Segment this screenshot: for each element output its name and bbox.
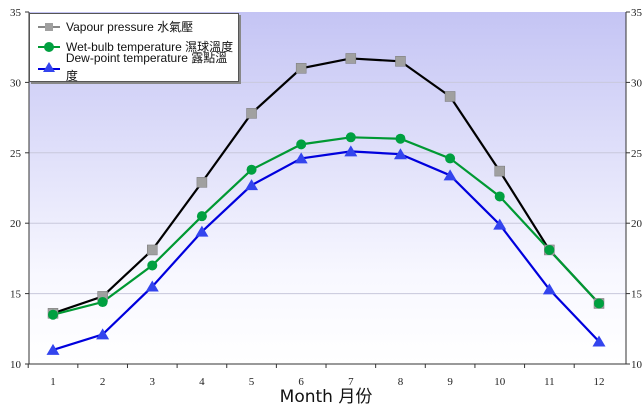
data-point-circle — [97, 297, 108, 308]
y-tick-label-right: 35 — [631, 7, 642, 19]
x-axis-label: Month 月份 — [280, 387, 373, 407]
data-point-cube — [444, 91, 456, 102]
x-tick-label: 10 — [494, 376, 506, 388]
y-tick-label-right: 30 — [631, 77, 642, 89]
x-tick-label: 1 — [50, 376, 56, 388]
data-point-triangle — [493, 218, 507, 230]
data-point-cube — [295, 63, 307, 74]
y-tick-label: 35 — [10, 7, 22, 19]
y-tick-label: 10 — [10, 359, 22, 371]
data-point-triangle — [542, 283, 556, 295]
circle-marker-icon — [38, 42, 60, 52]
legend-label: Vapour pressure 水氣壓 — [66, 20, 194, 34]
legend-item-vapour-pressure: Vapour pressure 水氣壓 — [38, 18, 193, 36]
legend-item-dew-point: Dew-point temperature 露點溫度 — [38, 51, 238, 83]
y-tick-label-right: 15 — [631, 289, 642, 301]
legend: Vapour pressure 水氣壓 Wet-bulb temperature… — [29, 13, 239, 83]
data-point-triangle — [344, 145, 358, 157]
x-tick-label: 6 — [298, 376, 304, 388]
data-point-circle — [445, 153, 456, 164]
data-point-triangle — [46, 343, 60, 355]
series-line-0 — [52, 57, 600, 315]
y-tick-label-right: 25 — [631, 148, 642, 160]
data-point-triangle — [294, 152, 308, 164]
data-point-circle — [345, 132, 356, 143]
data-point-triangle — [96, 328, 110, 340]
legend-item-wet-bulb: Wet-bulb temperature 濕球溫度 — [38, 38, 233, 56]
y-tick-label: 20 — [10, 218, 22, 230]
data-point-cube — [494, 165, 505, 177]
data-point-triangle — [145, 280, 159, 292]
x-tick-label: 11 — [544, 376, 555, 388]
y-tick-label: 25 — [10, 148, 22, 160]
x-tick-label: 12 — [594, 376, 605, 388]
data-point-cube — [395, 56, 406, 67]
data-point-circle — [494, 191, 505, 202]
data-point-circle — [544, 244, 555, 255]
data-point-triangle — [245, 179, 259, 191]
data-point-triangle — [592, 335, 606, 347]
x-tick-label: 2 — [100, 376, 106, 388]
data-point-circle — [395, 133, 406, 144]
data-point-circle — [147, 260, 158, 271]
data-point-cube — [345, 53, 357, 64]
data-point-triangle — [443, 169, 457, 181]
series-line-2 — [52, 150, 600, 351]
data-point-triangle — [195, 225, 209, 237]
x-tick-label: 3 — [150, 376, 156, 388]
x-tick-label: 5 — [249, 376, 255, 388]
legend-label: Wet-bulb temperature 濕球溫度 — [66, 40, 234, 54]
x-tick-label: 4 — [199, 376, 205, 388]
data-point-cube — [147, 244, 158, 256]
data-point-cube — [246, 108, 257, 119]
triangle-marker-icon — [38, 62, 60, 72]
y-tick-label-right: 10 — [631, 359, 642, 371]
x-tick-label: 9 — [447, 376, 453, 388]
x-tick-label: 8 — [398, 376, 404, 388]
cube-marker-icon — [38, 23, 60, 31]
data-point-circle — [196, 211, 207, 222]
data-point-cube — [196, 177, 208, 188]
data-point-circle — [594, 298, 604, 309]
y-tick-label: 30 — [10, 77, 22, 89]
y-tick-label-right: 20 — [631, 218, 642, 230]
data-point-triangle — [393, 148, 407, 160]
series-line-1 — [52, 136, 600, 316]
data-point-circle — [48, 309, 58, 320]
x-tick-label: 7 — [348, 376, 354, 388]
legend-label: Dew-point temperature 露點溫度 — [65, 51, 228, 83]
data-point-circle — [246, 164, 257, 175]
y-tick-label: 15 — [10, 289, 22, 301]
data-point-circle — [296, 139, 307, 150]
